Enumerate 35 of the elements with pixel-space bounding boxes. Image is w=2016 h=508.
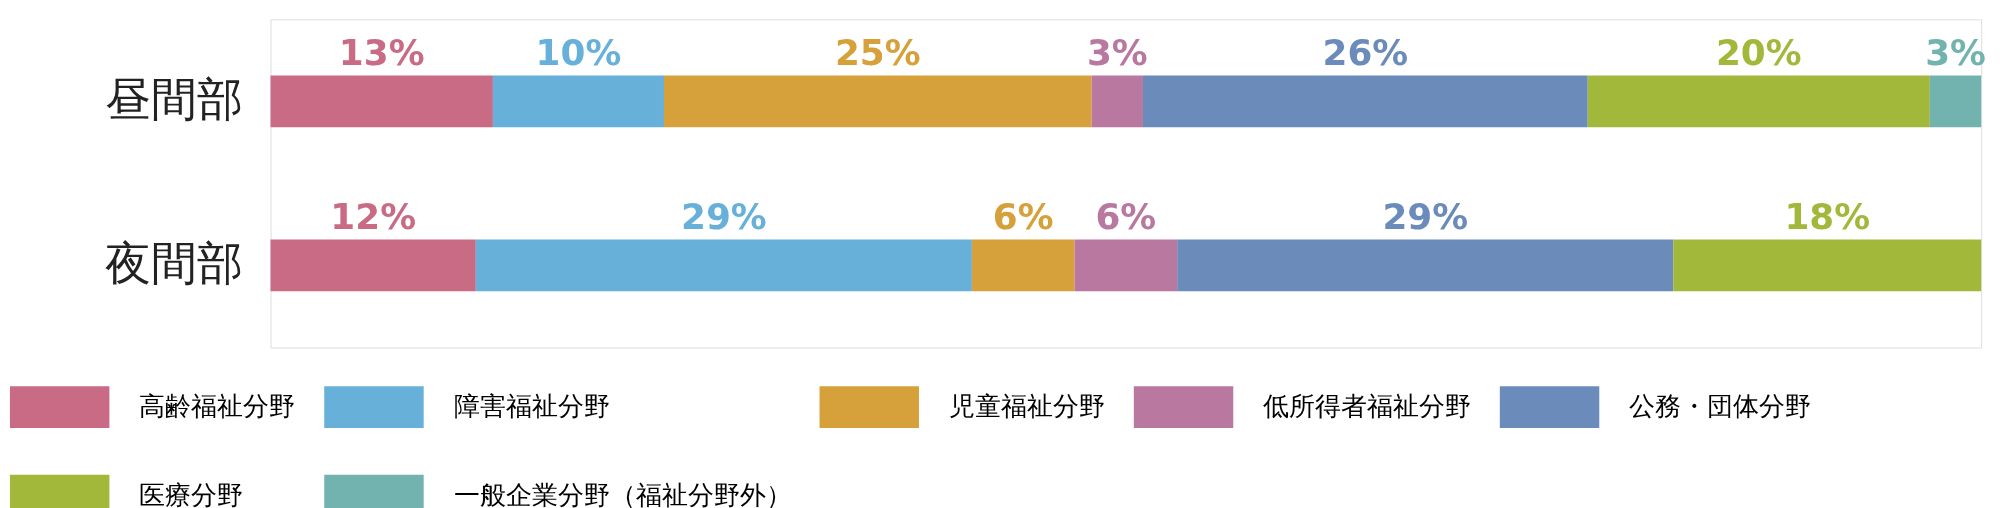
bar <box>663 75 1092 128</box>
bar <box>1587 75 1930 128</box>
legend-label: 障害福祉分野 <box>453 391 610 422</box>
bar <box>1673 239 1982 292</box>
bar <box>1929 75 1982 128</box>
bar <box>971 239 1075 292</box>
bar <box>492 75 664 128</box>
data-label: 26% <box>1322 31 1409 73</box>
data-label: 3% <box>1086 31 1148 73</box>
data-label: 25% <box>834 31 921 73</box>
bar <box>270 239 476 292</box>
data-label: 12% <box>330 195 417 237</box>
bar <box>1074 239 1178 292</box>
legend-label: 公務・団体分野 <box>1629 391 1812 422</box>
legend-label: 一般企業分野（福祉分野外） <box>453 479 792 508</box>
data-label: 18% <box>1784 195 1871 237</box>
data-label: 20% <box>1715 31 1802 73</box>
legend-label: 児童福祉分野 <box>948 391 1105 422</box>
data-label: 6% <box>992 195 1054 237</box>
bar <box>1142 75 1588 128</box>
legend-label: 医療分野 <box>139 479 244 508</box>
data-label: 6% <box>1095 195 1157 237</box>
legend-label: 低所得者福祉分野 <box>1263 391 1472 422</box>
data-label: 3% <box>1925 31 1986 73</box>
bar <box>1091 75 1143 128</box>
data-label: 10% <box>535 31 622 73</box>
bar <box>270 75 493 128</box>
bar <box>1177 239 1674 292</box>
data-label: 13% <box>338 31 425 73</box>
y-tick-label: 夜間部 <box>105 237 244 291</box>
bar <box>475 239 972 292</box>
y-tick-label: 昼間部 <box>105 73 244 127</box>
data-label: 29% <box>1382 195 1469 237</box>
legend-label: 高齢福祉分野 <box>139 391 296 422</box>
data-label: 29% <box>681 195 767 237</box>
